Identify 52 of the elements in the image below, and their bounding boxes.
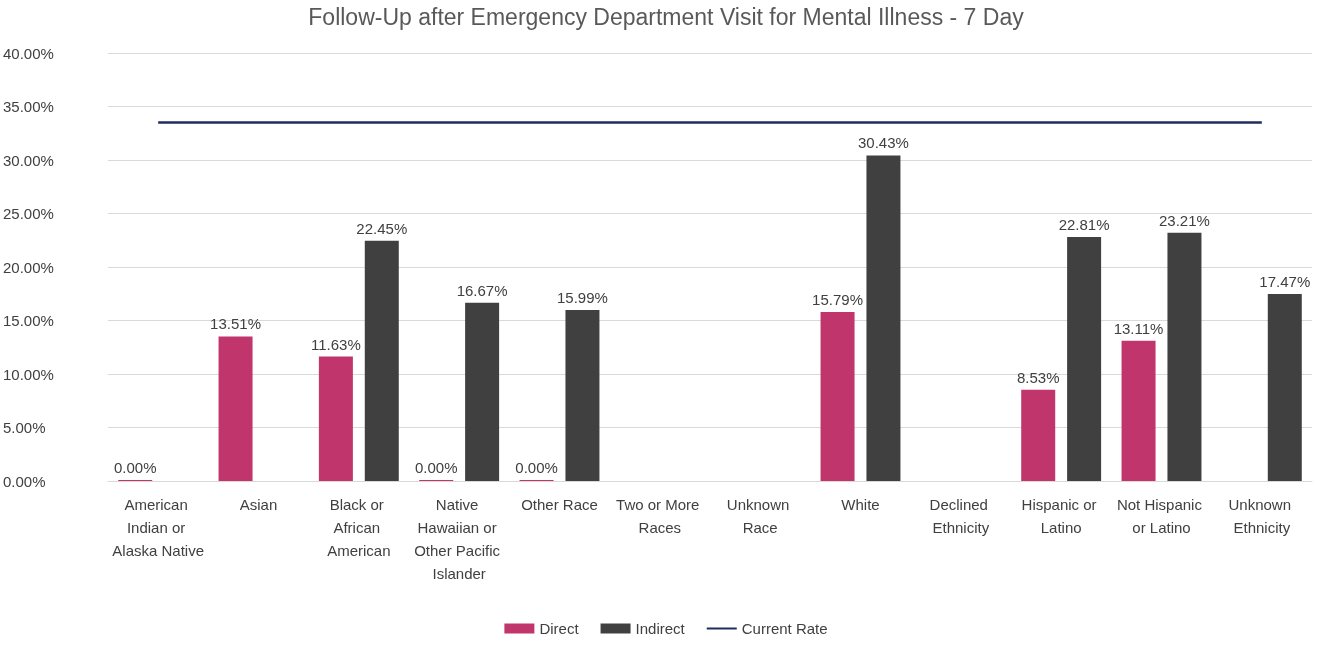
- y-tick-label: 20.00%: [3, 258, 54, 276]
- data-label: 23.21%: [1159, 211, 1210, 229]
- data-label: 30.43%: [858, 134, 909, 152]
- x-tick-label: American Indian or Alaska Native: [112, 496, 205, 559]
- y-tick-label: 15.00%: [3, 312, 54, 329]
- bar: [866, 155, 901, 481]
- y-tick-label: 40.00%: [3, 44, 54, 62]
- x-tick-label: Not Hispanic or Latino: [1116, 496, 1207, 536]
- y-tick-label: 35.00%: [3, 98, 54, 115]
- bar: [1121, 340, 1156, 481]
- bar: [218, 336, 253, 481]
- bar: [364, 240, 399, 481]
- data-label: 13.51%: [210, 315, 261, 333]
- x-tick-label: Unknown Race: [726, 496, 794, 536]
- legend-label: Indirect: [635, 620, 686, 637]
- data-label: 8.53%: [1016, 368, 1060, 386]
- bar: [820, 312, 855, 481]
- chart-title: Follow-Up after Emergency Department Visit for Mental Illness - 7 Day: [308, 3, 1025, 30]
- x-tick-label: Two or More Races: [616, 496, 704, 536]
- data-label: 16.67%: [456, 281, 508, 299]
- bar: [565, 309, 600, 481]
- x-tick-label: Asian: [239, 496, 278, 513]
- data-label: 0.00%: [414, 459, 458, 476]
- x-tick-label: Unknown Ethnicity: [1228, 496, 1296, 536]
- data-label: 22.45%: [356, 219, 408, 237]
- x-tick-label: Native Hawaiian or Other Pacific Islander: [414, 496, 505, 582]
- data-label: 0.00%: [113, 459, 157, 476]
- bar: [1067, 236, 1102, 481]
- data-label: 13.11%: [1113, 319, 1164, 337]
- bar: [1167, 232, 1202, 481]
- x-tick-label: Black or African American: [327, 496, 391, 559]
- data-label: 22.81%: [1058, 215, 1110, 233]
- y-tick-label: 0.00%: [3, 472, 46, 490]
- legend-label: Direct: [539, 620, 580, 637]
- x-tick-label: Other Race: [521, 496, 598, 513]
- y-tick-label: 30.00%: [3, 151, 54, 169]
- bar: [1021, 389, 1056, 481]
- legend-label: Current Rate: [741, 620, 828, 637]
- bar: [318, 356, 353, 481]
- bar: [1267, 294, 1302, 481]
- x-tick-label: White: [841, 496, 880, 513]
- bar: [465, 302, 500, 481]
- y-tick-label: 10.00%: [3, 365, 54, 383]
- data-label: 15.99%: [557, 288, 608, 306]
- data-label: 0.00%: [515, 459, 558, 476]
- x-tick-label: Declined Ethnicity: [929, 496, 993, 536]
- y-tick-label: 25.00%: [3, 205, 54, 222]
- data-label: 11.63%: [311, 335, 361, 353]
- x-tick-label: Hispanic or Latino: [1021, 496, 1101, 536]
- y-tick-label: 5.00%: [3, 419, 46, 436]
- data-label: 15.79%: [812, 291, 863, 309]
- data-label: 17.47%: [1259, 273, 1311, 291]
